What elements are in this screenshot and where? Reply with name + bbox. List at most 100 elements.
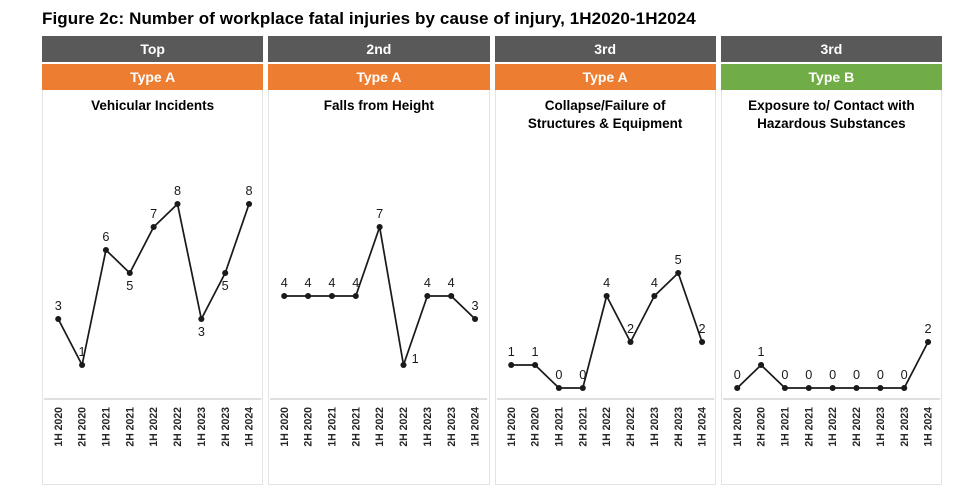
data-point	[650, 293, 657, 299]
data-label: 4	[424, 276, 431, 290]
data-point	[555, 385, 562, 391]
x-axis-label: 1H 2021	[553, 407, 565, 447]
data-point	[305, 293, 312, 299]
x-axis-label: 2H 2020	[303, 407, 315, 447]
data-point	[400, 362, 407, 368]
chart-title: Vehicular Incidents	[91, 98, 215, 113]
data-point	[531, 362, 538, 368]
chart-title: Falls from Height	[323, 98, 434, 113]
data-point	[352, 293, 360, 299]
data-label: 0	[781, 368, 788, 382]
data-label: 4	[353, 276, 360, 290]
data-point	[102, 247, 109, 253]
x-axis-label: 2H 2023	[446, 407, 458, 447]
data-label: 2	[924, 322, 931, 336]
x-axis-label: 2H 2020	[529, 407, 541, 447]
data-label: 0	[805, 368, 812, 382]
x-axis-label: 2H 2022	[624, 407, 636, 447]
data-label: 7	[150, 207, 157, 221]
x-axis-label: 1H 2023	[875, 407, 887, 447]
line-chart: 1 1 0 0 4 2 4 5 2 1H 2020 2H 2020 1H 2021 2H 2021 1H …	[496, 253, 714, 447]
data-point	[579, 385, 586, 391]
data-label: 1	[412, 352, 419, 366]
line-chart: 0 1 0 0 0 0 0 0 2 1H 2020 2H 2020 1H 2021 2H 2021 1H …	[722, 322, 940, 447]
data-point	[281, 293, 288, 299]
data-point	[448, 293, 455, 299]
type-header: Type B	[720, 64, 942, 90]
panel-body: Collapse/Failure of Structures & Equipme…	[494, 90, 716, 485]
x-axis-label: 2H 2020	[755, 407, 767, 447]
data-label: 3	[55, 299, 62, 313]
type-header: Type A	[42, 64, 264, 90]
data-point	[805, 385, 812, 391]
data-point	[198, 316, 205, 322]
data-point	[853, 385, 860, 391]
data-point	[924, 339, 931, 345]
x-axis-label: 2H 2022	[172, 407, 184, 447]
figure-title: Figure 2c: Number of workplace fatal inj…	[42, 9, 696, 28]
data-point	[376, 224, 383, 230]
trend-line	[283, 226, 477, 366]
data-label: 0	[877, 368, 884, 382]
data-point	[626, 339, 634, 345]
data-label: 1	[757, 345, 764, 359]
data-point	[329, 293, 336, 299]
data-point	[698, 339, 705, 345]
data-point	[79, 362, 86, 368]
data-point	[900, 385, 907, 391]
chart-panels: Top Type A Vehicular Incidents 3 1 6 5 7 8 3 5 8 1H …	[42, 36, 942, 485]
x-axis-label: 2H 2022	[398, 407, 410, 447]
data-label: 1	[79, 345, 86, 359]
data-label: 5	[222, 279, 229, 293]
data-point	[507, 362, 514, 368]
panel-3: 3rd Type A Collapse/Failure of Structures …	[494, 36, 716, 485]
data-label: 0	[579, 368, 586, 382]
x-axis-label: 2H 2021	[351, 407, 363, 447]
x-axis-label: 1H 2021	[779, 407, 791, 447]
x-axis-label: 2H 2023	[672, 407, 684, 447]
data-point	[472, 316, 479, 322]
data-label: 2	[626, 322, 633, 336]
x-axis-label: 1H 2024	[696, 407, 708, 447]
data-label: 7	[376, 207, 383, 221]
x-axis-label: 1H 2024	[470, 407, 482, 447]
data-point	[733, 385, 741, 391]
data-point	[877, 385, 884, 391]
data-label: 2	[698, 322, 705, 336]
data-label: 3	[472, 299, 479, 313]
data-label: 1	[531, 345, 538, 359]
data-label: 4	[650, 276, 657, 290]
x-axis-label: 1H 2020	[731, 407, 743, 447]
x-axis-label: 1H 2024	[244, 407, 256, 447]
data-point	[781, 385, 788, 391]
data-label: 0	[555, 368, 562, 382]
panel-2: 2nd Type A Falls from Height 4 4 4 4 7 1 4 4 3 1H 20…	[268, 36, 490, 485]
data-label: 5	[674, 253, 681, 267]
data-label: 5	[126, 279, 133, 293]
data-label: 4	[603, 276, 610, 290]
data-point	[222, 270, 229, 276]
x-axis-label: 1H 2020	[53, 407, 65, 447]
data-label: 4	[329, 276, 336, 290]
data-label: 8	[246, 184, 253, 198]
rank-header: 3rd	[494, 36, 716, 62]
line-chart: 4 4 4 4 7 1 4 4 3 1H 2020 2H 2020 1H 2021 2H 2021 1H …	[270, 207, 488, 447]
data-label: 4	[448, 276, 455, 290]
x-axis-label: 1H 2024	[922, 407, 934, 447]
x-axis-label: 1H 2020	[505, 407, 517, 447]
panel-4: 3rd Type B Exposure to/ Contact with Hazar…	[720, 36, 942, 485]
x-axis-label: 1H 2023	[422, 407, 434, 447]
data-point	[246, 201, 253, 207]
x-axis-label: 2H 2021	[803, 407, 815, 447]
x-axis-label: 1H 2023	[196, 407, 208, 447]
data-label: 0	[900, 368, 907, 382]
x-axis-label: 1H 2021	[327, 407, 339, 447]
data-point	[757, 362, 764, 368]
x-axis-label: 1H 2022	[827, 407, 839, 447]
x-axis-label: 2H 2020	[77, 407, 89, 447]
x-axis-label: 2H 2021	[577, 407, 589, 447]
data-point	[674, 270, 681, 276]
data-label: 0	[733, 368, 740, 382]
data-label: 4	[305, 276, 312, 290]
data-label: 4	[281, 276, 288, 290]
